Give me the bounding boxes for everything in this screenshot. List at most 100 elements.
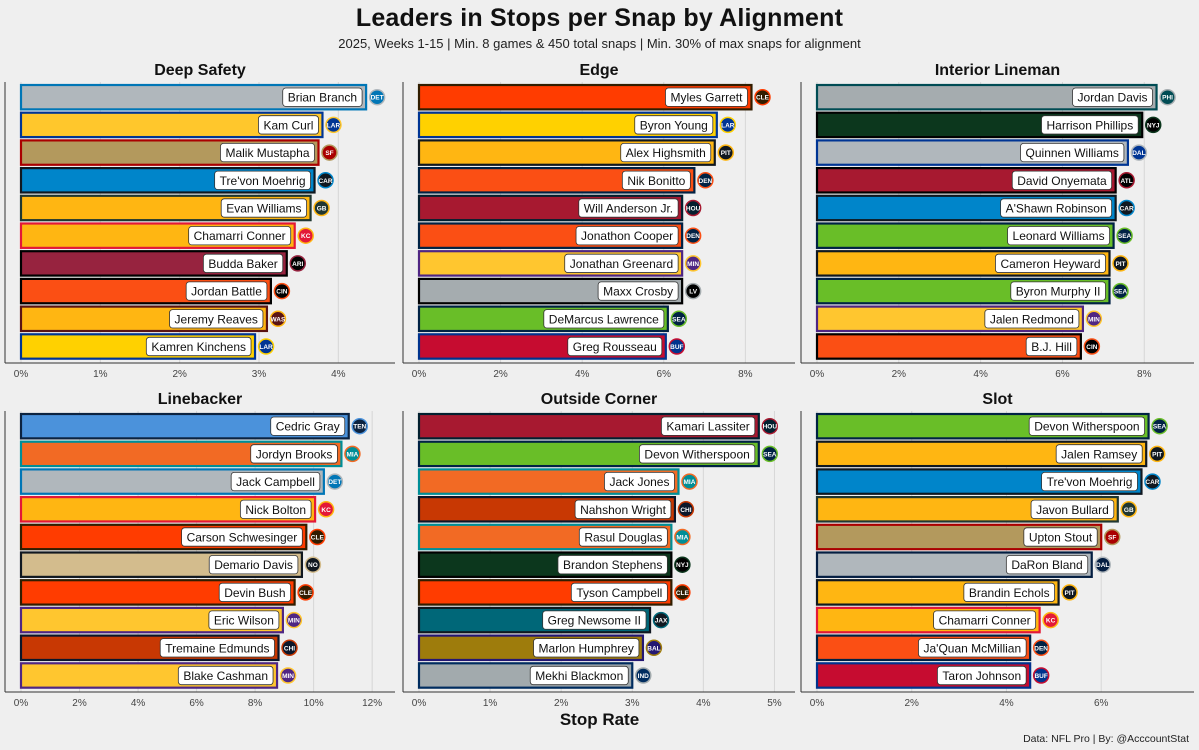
team-logo-icon: [1042, 611, 1059, 629]
team-abbr: BUF: [670, 344, 683, 351]
bar-label-box: [1025, 336, 1078, 357]
bar-row: Kamari Lassiter HOU: [417, 412, 779, 440]
team-logo-icon: [1144, 473, 1161, 490]
bar-label: Taron Johnson: [942, 669, 1021, 683]
bar-label: Evan Williams: [226, 201, 301, 215]
team-logo-icon: [285, 611, 303, 629]
team-logo-icon: [1094, 556, 1111, 573]
bar-row: Blake Cashman MIN: [19, 662, 297, 689]
team-abbr: BUF: [1034, 673, 1047, 680]
x-tick-label: 2%: [554, 698, 569, 709]
team-abbr: DAL: [1132, 150, 1145, 157]
team-abbr: LAR: [721, 122, 735, 129]
team-logo-icon: [1118, 199, 1135, 217]
x-tick-label: 8%: [1137, 369, 1152, 380]
team-abbr: CIN: [1086, 344, 1098, 351]
bar-row: Devin Bush CLE: [19, 579, 314, 606]
bar-row: DaRon Bland DAL: [815, 551, 1111, 578]
bar-label: Jalen Redmond: [990, 312, 1074, 326]
team-logo-icon: [1112, 282, 1129, 300]
team-logo-icon: [684, 199, 702, 217]
team-logo-icon: [1151, 417, 1168, 435]
bar-label: Nahshon Wright: [580, 503, 666, 517]
bar-row: Jack Campbell DET: [19, 468, 344, 495]
x-tick-label: 0%: [810, 369, 825, 380]
bar-row: Cedric Gray TEN: [19, 412, 368, 440]
bar-label: Brandon Stephens: [563, 558, 662, 572]
x-tick-label: 2%: [172, 369, 187, 380]
panel-title: Deep Safety: [154, 62, 246, 79]
bar-label: Maxx Crosby: [603, 285, 673, 299]
bar-label-box: [578, 527, 668, 547]
team-logo-icon: [670, 310, 688, 328]
x-tick-label: 8%: [738, 369, 753, 380]
bar-row: Harrison Phillips NYJ: [815, 111, 1162, 139]
bar-label: Kamari Lassiter: [666, 420, 749, 434]
bar-label: Harrison Phillips: [1047, 118, 1134, 132]
bar-label-box: [208, 610, 280, 630]
bar-label: Byron Young: [640, 118, 708, 132]
bar-row: Byron Murphy II SEA: [815, 277, 1129, 305]
bar-label: Jalen Ramsey: [1061, 447, 1137, 461]
bar-label-box: [177, 665, 274, 686]
bar-row: Tyson Campbell CLE: [417, 579, 691, 606]
x-tick-label: 6%: [1055, 369, 1070, 380]
bar-label: Alex Highsmith: [626, 146, 706, 160]
team-logo-icon: [269, 310, 287, 328]
bar-label: Marlon Humphrey: [539, 641, 634, 655]
bar-label: Devin Bush: [224, 586, 285, 600]
team-logo-icon: [1159, 88, 1176, 106]
x-tick-label: 0%: [810, 698, 825, 709]
bar-label: Tyson Campbell: [576, 586, 662, 600]
bar-label: Quinnen Williams: [1026, 146, 1119, 160]
x-tick-label: 4%: [973, 369, 988, 380]
panel-linebacker: Linebacker 0% 2% 4% 6% 8% 10% 12% Cedric Gray TEN…: [4, 391, 395, 709]
team-logo-icon: [273, 282, 291, 300]
team-logo-icon: [684, 227, 702, 244]
bar-label: Greg Rousseau: [573, 340, 657, 354]
bar-label: Carson Schwesinger: [187, 530, 298, 544]
bar-row: Jack Jones MIA: [417, 468, 698, 495]
team-abbr: MIA: [676, 534, 688, 541]
bar-label-box: [181, 527, 303, 547]
bar-label: Leonard Williams: [1013, 229, 1105, 243]
x-tick-label: 1%: [483, 698, 498, 709]
bar-label: Jack Campbell: [236, 475, 315, 489]
bar-row: Carson Schwesinger CLE: [19, 523, 326, 551]
x-tick-label: 0%: [14, 698, 29, 709]
bar-label: Ja'Quan McMillian: [923, 641, 1021, 655]
bar-row: Byron Young LAR: [417, 111, 737, 139]
bar-label: David Onyemata: [1017, 174, 1107, 188]
team-abbr: LV: [689, 289, 697, 296]
team-logo-icon: [344, 445, 361, 463]
bar-label-box: [1011, 170, 1113, 190]
team-logo-icon: [761, 445, 779, 463]
bar-label: Jordyn Brooks: [256, 447, 333, 461]
team-logo-icon: [761, 417, 779, 435]
x-tick-label: 5%: [767, 698, 782, 709]
x-tick-label: 3%: [625, 698, 640, 709]
bar-label-box: [995, 253, 1106, 273]
bar-row: Jonathon Cooper DEN: [417, 222, 702, 249]
team-abbr: ARI: [292, 261, 303, 268]
bar-row: Maxx Crosby LV: [417, 277, 702, 305]
team-abbr: PIT: [1065, 590, 1075, 597]
x-tick-label: 4%: [575, 369, 590, 380]
panel-title: Outside Corner: [541, 391, 657, 408]
team-logo-icon: [1083, 338, 1101, 355]
bar-row: Devon Witherspoon SEA: [417, 440, 779, 468]
bar-label-box: [159, 638, 275, 658]
team-abbr: PHI: [1162, 95, 1173, 102]
x-tick-label: 4%: [331, 369, 346, 380]
bar-label-box: [214, 170, 311, 190]
team-logo-icon: [684, 255, 702, 272]
bar-label: Jordan Battle: [191, 285, 262, 299]
team-abbr: CHI: [680, 507, 691, 514]
team-logo-icon: [289, 255, 307, 272]
bar-label: Byron Murphy II: [1016, 285, 1101, 299]
bar-label-box: [621, 170, 691, 190]
team-abbr: CAR: [318, 178, 332, 185]
x-tick-label: 4%: [131, 698, 146, 709]
bar-label: Jack Jones: [609, 475, 669, 489]
bar-label-box: [984, 309, 1080, 329]
